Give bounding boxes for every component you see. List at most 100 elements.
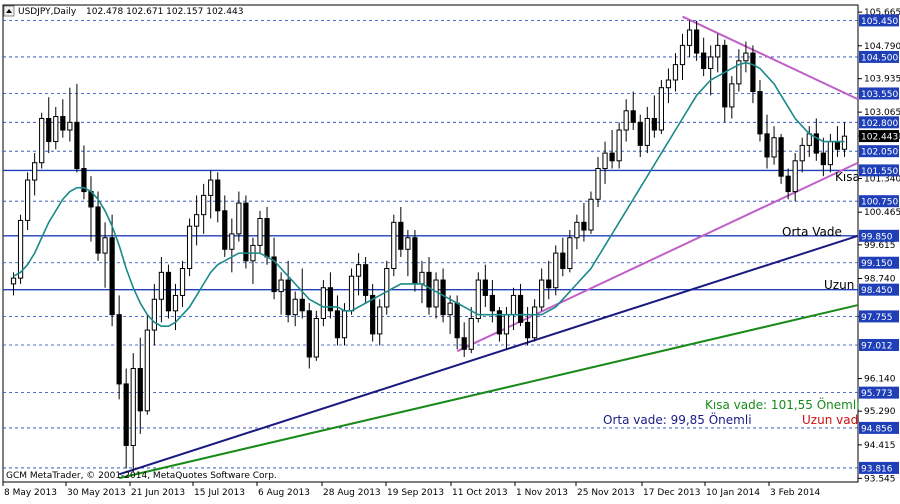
level-label-box (859, 116, 899, 129)
candle-body (60, 116, 66, 131)
level-label-text: 102.050 (861, 148, 898, 158)
candle-body (144, 329, 150, 412)
candle-body (158, 271, 165, 300)
y-axis-label: 101.340 (864, 174, 900, 184)
candle-body (229, 233, 235, 250)
candle-body (151, 298, 157, 331)
x-axis-label: 19 Sep 2013 (387, 488, 444, 498)
candle-body (454, 302, 460, 339)
candle-body (137, 368, 143, 412)
x-axis-label: 30 May 2013 (67, 488, 126, 498)
candle-body (172, 294, 179, 312)
y-axis-label: 103.935 (864, 75, 900, 85)
annotation-orta-vade: Orta vade: 99,85 Önemli (603, 411, 752, 427)
axis-panel-bg (859, 0, 900, 500)
candle-body (539, 279, 545, 308)
candle-body (109, 237, 115, 316)
candle-body (792, 160, 798, 193)
level-label-box (859, 461, 899, 474)
line-label-uzun: Uzun (824, 278, 854, 292)
candle-body (799, 144, 805, 162)
candle-body (729, 83, 735, 108)
level-label-box (859, 256, 899, 269)
candle-body (377, 306, 383, 335)
candle-body (813, 133, 819, 154)
level-label-text: 97.012 (861, 341, 893, 351)
current-price-box (859, 130, 899, 143)
chart-ohlc: 102.478 102.671 102.157 102.443 (86, 7, 243, 17)
x-axis-label: 17 Dec 2013 (643, 488, 701, 498)
candle-body (546, 279, 552, 289)
x-axis-label: 6 Aug 2013 (258, 488, 310, 498)
level-label-text: 103.550 (861, 90, 898, 100)
candle-body (595, 167, 601, 200)
candle-body (222, 210, 228, 250)
candle-body (320, 287, 326, 320)
level-label-box (859, 338, 899, 351)
candle-body (553, 252, 559, 289)
candle-body (299, 298, 305, 312)
candle-body (560, 252, 566, 270)
x-axis-label: 10 Jan 2014 (706, 488, 760, 498)
candle-body (778, 137, 784, 177)
candle-body (602, 152, 608, 169)
candle-body (24, 179, 31, 221)
level-label-text: 102.800 (861, 119, 898, 129)
candle-body (123, 383, 129, 446)
candle-body (264, 217, 270, 258)
line-label-orta-vade: Orta Vade (782, 225, 842, 239)
y-axis-label: 100.465 (864, 208, 900, 218)
level-label-text: 97.755 (861, 313, 893, 323)
level-label-text: 101.550 (861, 167, 898, 177)
candle-body (398, 221, 404, 250)
candle-body (271, 256, 277, 293)
candle-body (53, 116, 59, 143)
candle-body (686, 29, 693, 46)
candle-body (503, 314, 510, 335)
candle-body (186, 225, 193, 270)
candle-body (194, 214, 200, 227)
candle-body (496, 310, 503, 335)
candle-body (391, 221, 397, 270)
candle-body (468, 318, 474, 350)
candle-body (433, 279, 439, 308)
candle-body (630, 110, 636, 123)
candle-body (693, 29, 700, 54)
x-axis-label: 1 Nov 2013 (516, 488, 568, 498)
candle-body (32, 162, 38, 181)
x-axis-label: 8 May 2013 (4, 488, 57, 498)
uzun-vade-trendline (118, 304, 859, 480)
candle-body (412, 237, 418, 285)
copyright-text: GCM MetaTrader, © 2001-2014, MetaQuotes … (6, 471, 277, 481)
candle-body (574, 221, 580, 239)
level-label-text: 95.773 (861, 389, 893, 399)
candle-body (517, 294, 524, 323)
level-label-box (859, 310, 899, 323)
candle-body (116, 314, 122, 385)
candle-body (74, 121, 80, 169)
candle-body (39, 117, 45, 164)
candle-body (179, 268, 186, 296)
level-label-box (859, 283, 899, 296)
candle-body (679, 44, 686, 66)
level-label-box (859, 195, 899, 208)
y-axis-label: 96.140 (864, 375, 896, 385)
candle-body (405, 237, 411, 250)
candle-body (567, 237, 573, 270)
candle-body (623, 110, 629, 131)
level-label-box (859, 50, 899, 63)
level-label-text: 93.816 (861, 464, 893, 474)
candle-body (236, 202, 242, 235)
candle-body (616, 129, 622, 162)
candle-body (609, 152, 615, 162)
candle-body (708, 56, 714, 69)
candle-body (715, 44, 721, 58)
candle-body (355, 264, 362, 277)
candle-body (820, 152, 826, 166)
level-label-text: 100.750 (861, 198, 898, 208)
candle-body (658, 87, 664, 131)
kisa-vade-trendline (456, 161, 859, 353)
candle-body (785, 175, 791, 193)
x-axis-label: 25 Nov 2013 (577, 488, 635, 498)
